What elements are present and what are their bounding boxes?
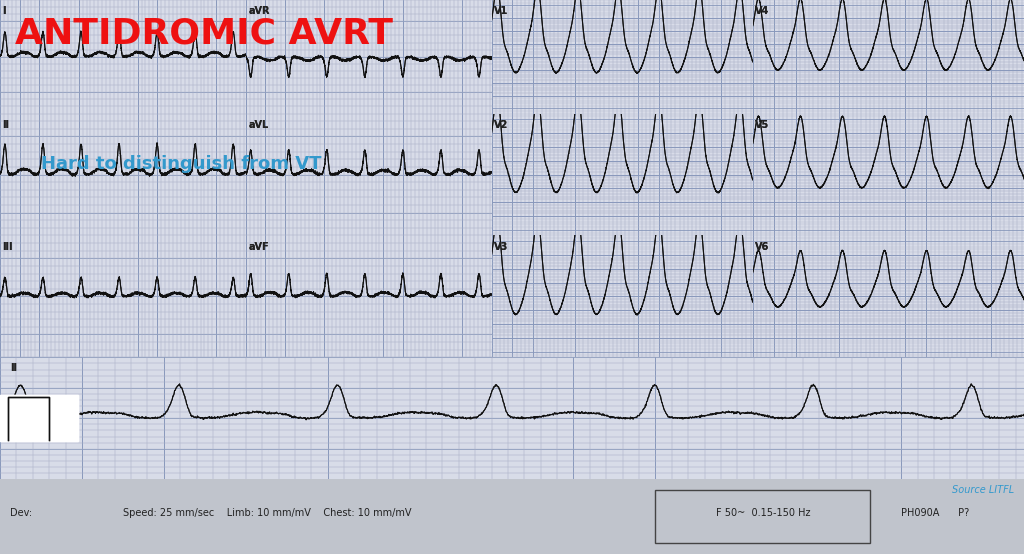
Text: V6: V6 — [756, 242, 770, 252]
Bar — [0, 395, 78, 442]
Text: aVL: aVL — [248, 120, 268, 130]
Text: V5: V5 — [756, 120, 770, 130]
Text: Source LITFL: Source LITFL — [951, 485, 1014, 495]
Text: V2: V2 — [495, 120, 508, 130]
Text: aVL: aVL — [248, 120, 268, 130]
Text: I: I — [2, 6, 6, 16]
Text: ANTIDROMIC AVRT: ANTIDROMIC AVRT — [15, 17, 393, 50]
Text: PH090A      P?: PH090A P? — [901, 508, 970, 518]
Text: Speed: 25 mm/sec    Limb: 10 mm/mV    Chest: 10 mm/mV: Speed: 25 mm/sec Limb: 10 mm/mV Chest: 1… — [123, 508, 412, 518]
Text: III: III — [2, 242, 13, 252]
Text: II: II — [10, 363, 17, 373]
Text: aVR: aVR — [248, 6, 269, 16]
Text: F 50~  0.15-150 Hz: F 50~ 0.15-150 Hz — [716, 508, 810, 518]
Text: I: I — [2, 6, 6, 16]
Text: V3: V3 — [495, 242, 508, 252]
Text: V1: V1 — [495, 6, 508, 16]
Text: II: II — [2, 120, 9, 130]
Text: Hard to distinguish from VT: Hard to distinguish from VT — [41, 155, 322, 173]
Text: aVF: aVF — [248, 242, 269, 252]
Text: V6: V6 — [756, 242, 770, 252]
Bar — [0, 395, 78, 442]
Text: II: II — [10, 363, 17, 373]
Text: Dev:: Dev: — [10, 508, 33, 518]
Text: V4: V4 — [756, 6, 770, 16]
Text: V2: V2 — [495, 120, 508, 130]
Text: III: III — [2, 242, 13, 252]
Text: II: II — [2, 120, 9, 130]
Text: V4: V4 — [756, 6, 770, 16]
Text: V1: V1 — [495, 6, 508, 16]
Text: aVR: aVR — [248, 6, 269, 16]
Text: V5: V5 — [756, 120, 770, 130]
Text: aVF: aVF — [248, 242, 269, 252]
Text: V3: V3 — [495, 242, 508, 252]
